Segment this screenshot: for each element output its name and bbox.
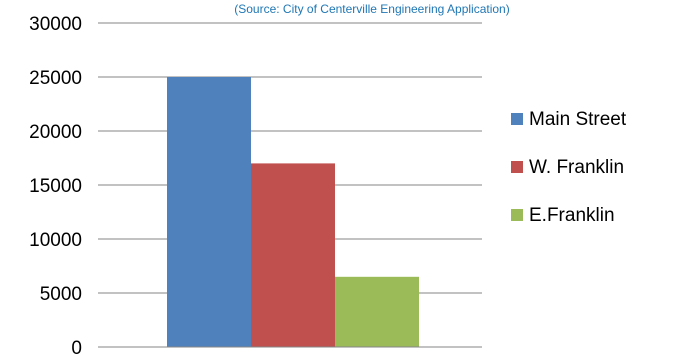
y-tick-label: 20000	[29, 122, 82, 143]
y-axis-ticks: 0 5000 10000 15000 20000 25000 30000	[29, 14, 82, 354]
legend-swatch	[511, 113, 523, 125]
legend-label: Main Street	[529, 109, 627, 130]
chart-subtitle: (Source: City of Centerville Engineering…	[234, 2, 509, 16]
legend-swatch	[511, 209, 523, 221]
y-tick-label: 30000	[29, 14, 82, 35]
legend-label: W. Franklin	[529, 157, 624, 178]
y-tick-label: 0	[71, 338, 82, 354]
bar-w-franklin	[251, 163, 335, 347]
legend: Main Street W. Franklin E.Franklin	[511, 109, 627, 226]
bar-e-franklin	[335, 276, 419, 347]
legend-label: E.Franklin	[529, 205, 615, 226]
bar-main-street	[167, 77, 251, 347]
bars	[167, 77, 419, 347]
y-tick-label: 15000	[29, 176, 82, 197]
y-tick-label: 5000	[40, 284, 82, 305]
y-tick-label: 10000	[29, 230, 82, 251]
legend-swatch	[511, 161, 523, 173]
y-tick-label: 25000	[29, 68, 82, 89]
